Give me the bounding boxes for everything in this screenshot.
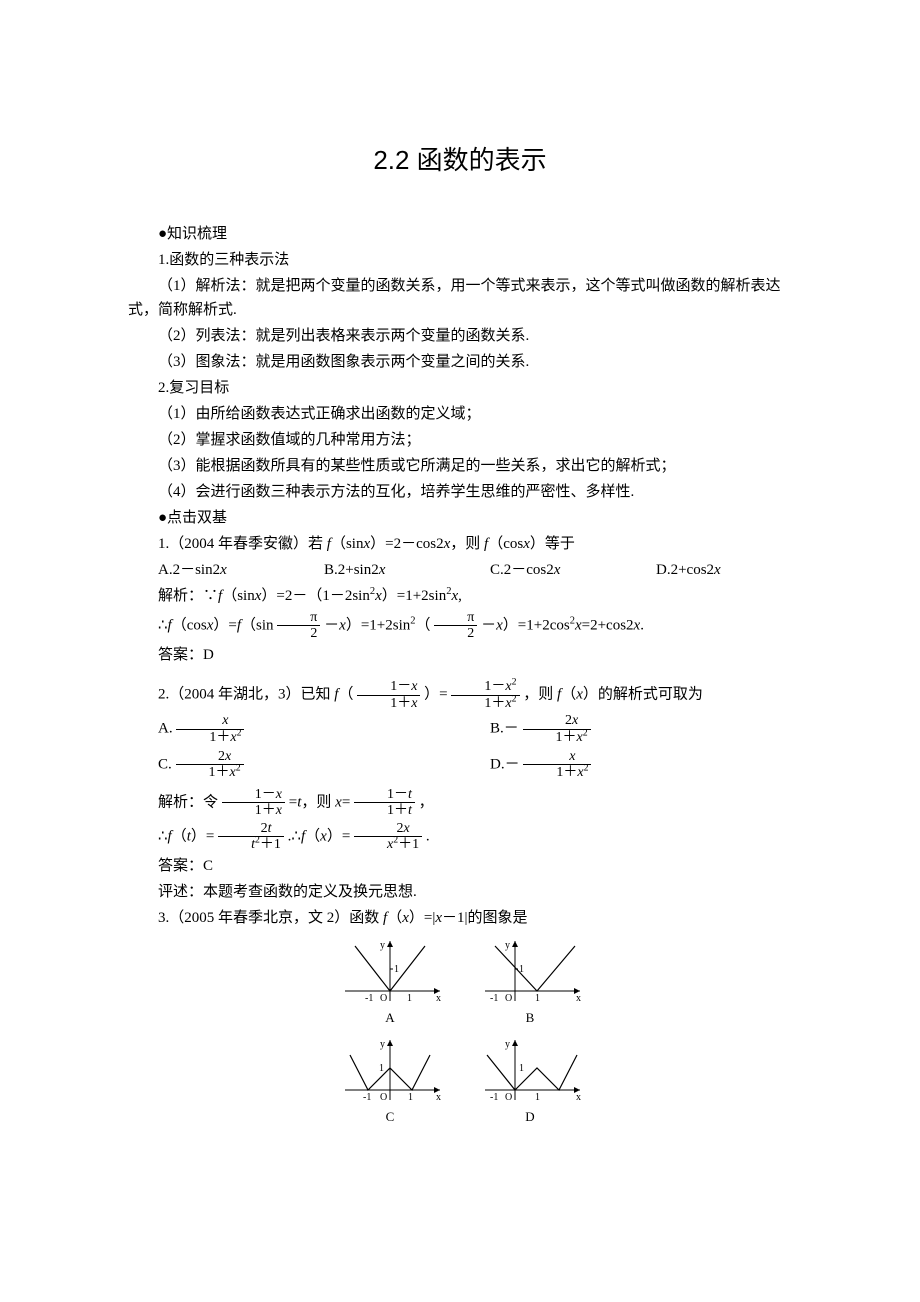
q2-comment: 评述：本题考查函数的定义及换元思想. (128, 880, 792, 904)
q1-solution-line1: 解析：∵f（sinx）=2－（1－2sin2x）=1+2sin2x, (128, 584, 792, 608)
graph-b-svg: x y O -1 1 1 (475, 936, 585, 1006)
s1-2: 2.复习目标 (128, 376, 792, 400)
axis-m1-label: -1 (365, 993, 373, 1004)
axis-p1-label: 1 (407, 993, 412, 1004)
graph-b-label: B (526, 1008, 535, 1029)
q1-opt-d: D.2+cos2x (626, 558, 792, 582)
q1-opt-a: A.2－sin2x (128, 558, 294, 582)
svg-text:1: 1 (394, 964, 399, 975)
q2-solution-line2: ∴f（t）= 2tt2＋1 .∴f（x）= 2xx2＋1 . (128, 821, 792, 853)
graph-a: x y O -1 1 1 A (335, 936, 445, 1029)
s1-1: 1.函数的三种表示法 (128, 248, 792, 272)
q2-answer: 答案：C (128, 854, 792, 878)
svg-text:1: 1 (408, 1092, 413, 1103)
s1-1-1: （1）解析法：就是把两个变量的函数关系，用一个等式来表示，这个等式叫做函数的解析… (128, 274, 792, 322)
section-heading-1: ●知识梳理 (128, 222, 792, 246)
svg-text:x: x (576, 1092, 581, 1103)
s1-2-2: （2）掌握求函数值域的几种常用方法； (128, 428, 792, 452)
s1-1-2: （2）列表法：就是列出表格来表示两个变量的函数关系. (128, 324, 792, 348)
s1-2-3: （3）能根据函数所具有的某些性质或它所满足的一些关系，求出它的解析式； (128, 454, 792, 478)
svg-text:y: y (505, 1039, 510, 1050)
q2-stem: 2.（2004 年湖北，3）已知 f（ 1－x1＋x ）= 1－x21＋x2 ，… (128, 679, 792, 711)
svg-text:-1: -1 (490, 993, 498, 1004)
q1-stem: 1.（2004 年春季安徽）若 f（sinx）=2－cos2x，则 f（cosx… (128, 532, 792, 556)
s1-1-3: （3）图象法：就是用函数图象表示两个变量之间的关系. (128, 350, 792, 374)
q2-opt-a: A. x1＋x2 (128, 713, 460, 745)
svg-text:O: O (505, 1092, 512, 1103)
q3-graphs-row1: x y O -1 1 1 A x y O -1 1 1 (128, 936, 792, 1029)
q2-opt-d: D.－ x1＋x2 (460, 749, 792, 781)
svg-text:1: 1 (519, 964, 524, 975)
graph-c-svg: x y O -1 1 1 (335, 1035, 445, 1105)
graph-d: x y O -1 1 1 D (475, 1035, 585, 1128)
graph-c: x y O -1 1 1 C (335, 1035, 445, 1128)
graph-c-label: C (386, 1107, 395, 1128)
q3-graphs-row2: x y O -1 1 1 C x y O -1 1 1 (128, 1035, 792, 1128)
q2-solution-line1: 解析：令 1－x1＋x =t，则 x= 1－t1＋t ， (128, 787, 792, 819)
axis-x-label: x (436, 993, 441, 1004)
graph-b: x y O -1 1 1 B (475, 936, 585, 1029)
svg-text:1: 1 (519, 1063, 524, 1074)
svg-text:O: O (380, 1092, 387, 1103)
q2-opt-c: C. 2x1＋x2 (128, 749, 460, 781)
s1-2-1: （1）由所给函数表达式正确求出函数的定义域； (128, 402, 792, 426)
svg-text:y: y (380, 1039, 385, 1050)
s1-2-4: （4）会进行函数三种表示方法的互化，培养学生思维的严密性、多样性. (128, 480, 792, 504)
graph-a-label: A (385, 1008, 394, 1029)
q1-options: A.2－sin2x B.2+sin2x C.2－cos2x D.2+cos2x (128, 558, 792, 582)
graph-d-label: D (525, 1107, 534, 1128)
q1-solution-line2: ∴f（cosx）=f（sin π2 －x）=1+2sin2（ π2 －x）=1+… (128, 610, 792, 642)
svg-text:O: O (505, 993, 512, 1004)
q1-answer: 答案：D (128, 643, 792, 667)
svg-text:y: y (505, 940, 510, 951)
graph-a-svg: x y O -1 1 1 (335, 936, 445, 1006)
svg-text:x: x (576, 993, 581, 1004)
svg-text:x: x (436, 1092, 441, 1103)
graph-d-svg: x y O -1 1 1 (475, 1035, 585, 1105)
svg-text:1: 1 (535, 1092, 540, 1103)
svg-text:1: 1 (379, 1063, 384, 1074)
q1-opt-c: C.2－cos2x (460, 558, 626, 582)
q2-options: A. x1＋x2 B.－ 2x1＋x2 C. 2x1＋x2 D.－ x1＋x2 (128, 713, 792, 785)
q2-opt-b: B.－ 2x1＋x2 (460, 713, 792, 745)
q3-stem: 3.（2005 年春季北京，文 2）函数 f（x）=|x－1|的图象是 (128, 906, 792, 930)
page-title: 2.2 函数的表示 (128, 140, 792, 182)
svg-text:1: 1 (535, 993, 540, 1004)
axis-y-label: y (380, 940, 385, 951)
q1-opt-b: B.2+sin2x (294, 558, 460, 582)
axis-o-label: O (380, 993, 387, 1004)
svg-text:-1: -1 (490, 1092, 498, 1103)
section-heading-2: ●点击双基 (128, 506, 792, 530)
svg-text:-1: -1 (363, 1092, 371, 1103)
